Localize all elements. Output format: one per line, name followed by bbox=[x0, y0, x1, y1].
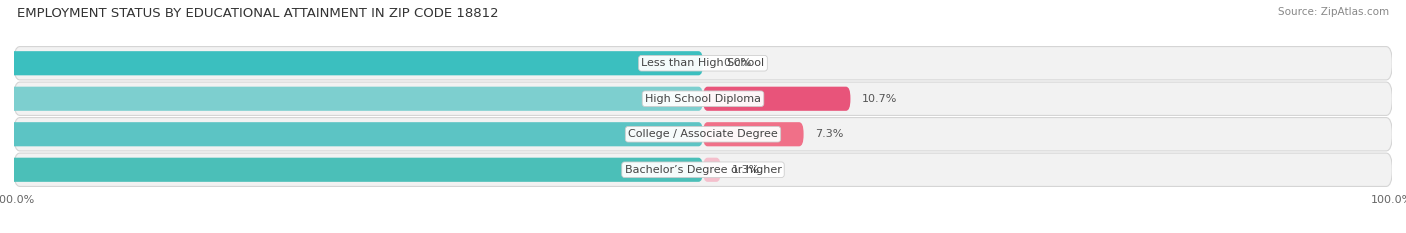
Text: College / Associate Degree: College / Associate Degree bbox=[628, 129, 778, 139]
Text: Bachelor’s Degree or higher: Bachelor’s Degree or higher bbox=[624, 165, 782, 175]
Text: EMPLOYMENT STATUS BY EDUCATIONAL ATTAINMENT IN ZIP CODE 18812: EMPLOYMENT STATUS BY EDUCATIONAL ATTAINM… bbox=[17, 7, 499, 20]
Text: 10.7%: 10.7% bbox=[862, 94, 897, 104]
FancyBboxPatch shape bbox=[703, 122, 804, 146]
FancyBboxPatch shape bbox=[14, 82, 1392, 115]
Text: 1.3%: 1.3% bbox=[733, 165, 761, 175]
Text: 0.0%: 0.0% bbox=[724, 58, 752, 68]
FancyBboxPatch shape bbox=[0, 122, 703, 146]
FancyBboxPatch shape bbox=[14, 118, 1392, 151]
Text: Less than High School: Less than High School bbox=[641, 58, 765, 68]
FancyBboxPatch shape bbox=[703, 158, 721, 182]
Text: Source: ZipAtlas.com: Source: ZipAtlas.com bbox=[1278, 7, 1389, 17]
Text: High School Diploma: High School Diploma bbox=[645, 94, 761, 104]
FancyBboxPatch shape bbox=[14, 153, 1392, 186]
FancyBboxPatch shape bbox=[14, 47, 1392, 80]
FancyBboxPatch shape bbox=[703, 87, 851, 111]
FancyBboxPatch shape bbox=[0, 158, 703, 182]
FancyBboxPatch shape bbox=[0, 51, 703, 75]
FancyBboxPatch shape bbox=[0, 87, 703, 111]
Text: 7.3%: 7.3% bbox=[814, 129, 844, 139]
